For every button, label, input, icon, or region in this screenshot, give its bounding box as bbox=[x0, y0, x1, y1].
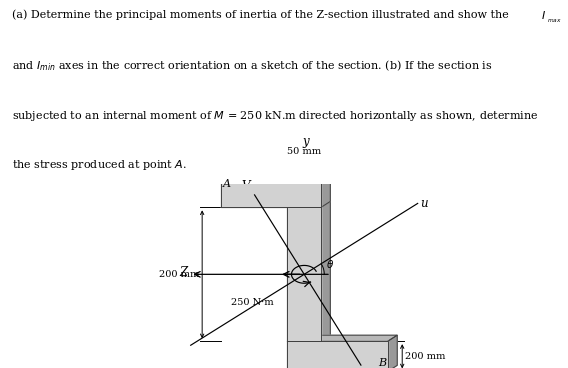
Polygon shape bbox=[220, 171, 330, 177]
Text: Z: Z bbox=[179, 266, 187, 279]
Polygon shape bbox=[321, 201, 330, 341]
Text: the stress produced at point $A$.: the stress produced at point $A$. bbox=[12, 158, 187, 172]
Polygon shape bbox=[388, 335, 397, 368]
Text: 200 mm: 200 mm bbox=[159, 270, 199, 279]
Polygon shape bbox=[220, 177, 321, 208]
Text: 200 mm: 200 mm bbox=[405, 352, 445, 361]
Text: (a) Determine the principal moments of inertia of the Z-section illustrated and : (a) Determine the principal moments of i… bbox=[12, 9, 513, 20]
Polygon shape bbox=[287, 341, 388, 368]
Text: 250 N·m: 250 N·m bbox=[231, 298, 273, 307]
Text: u: u bbox=[420, 197, 428, 210]
Text: $I$: $I$ bbox=[541, 9, 546, 21]
Text: B: B bbox=[378, 358, 386, 368]
Text: $_{max}$: $_{max}$ bbox=[547, 18, 562, 25]
Polygon shape bbox=[287, 208, 321, 341]
Polygon shape bbox=[287, 335, 397, 341]
Text: V: V bbox=[241, 180, 249, 193]
Polygon shape bbox=[220, 177, 321, 208]
Text: 50 mm: 50 mm bbox=[287, 147, 321, 156]
Polygon shape bbox=[287, 208, 321, 341]
Text: $\theta$: $\theta$ bbox=[326, 258, 334, 270]
Text: subjected to an internal moment of $M$ = 250 kN.m directed horizontally as shown: subjected to an internal moment of $M$ =… bbox=[12, 109, 538, 123]
Polygon shape bbox=[287, 341, 388, 368]
Text: and $I_{min}$ axes in the correct orientation on a sketch of the section. (b) If: and $I_{min}$ axes in the correct orient… bbox=[12, 59, 493, 74]
Text: y: y bbox=[303, 135, 310, 148]
Text: A: A bbox=[223, 179, 231, 189]
Polygon shape bbox=[321, 171, 330, 208]
